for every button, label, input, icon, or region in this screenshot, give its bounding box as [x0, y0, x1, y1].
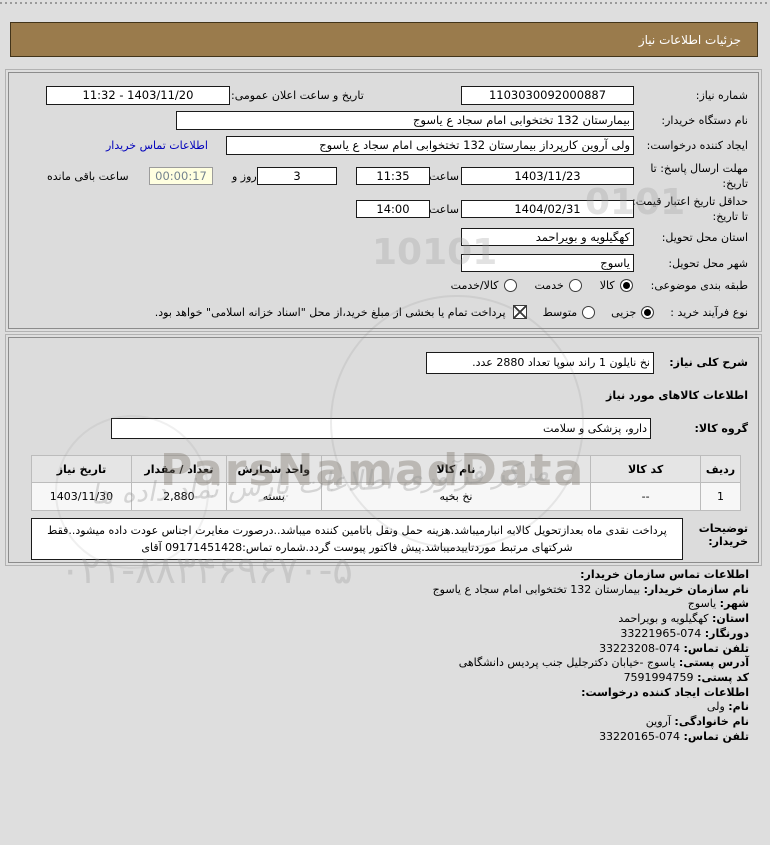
buyer-org-field[interactable]: بیمارستان 132 تختخوابی امام سجاد ع یاسوج	[176, 111, 634, 130]
process-type-label: نوع فرآیند خرید :	[670, 305, 748, 319]
contact-line-city: شهر: یاسوج	[687, 597, 749, 611]
subject-option-service: خدمت	[535, 279, 582, 292]
goods-radio[interactable]	[619, 279, 633, 292]
buyer-notes-box: پرداخت نقدی ماه بعدازتحویل کالابه انبارم…	[31, 518, 683, 560]
col-quantity: تعداد / مقدار	[130, 455, 227, 483]
need-info-section: شماره نیاز: 1103030092000887 تاریخ و ساع…	[5, 69, 762, 332]
subject-classification-label: طبقه بندی موضوعی:	[650, 279, 748, 292]
reply-deadline-days-field[interactable]: 3	[257, 167, 337, 185]
top-dotted-divider	[0, 2, 770, 4]
reply-deadline-hour-label: ساعت	[429, 170, 459, 183]
buyer-contact-link[interactable]: اطلاعات تماس خریدار	[106, 139, 208, 152]
buyer-org-label: نام دستگاه خریدار:	[661, 114, 748, 127]
request-creator-label: ایجاد کننده درخواست:	[646, 139, 748, 152]
cell-need-date: 1403/11/30	[31, 482, 132, 511]
subject-option-goods: کالا	[600, 279, 633, 292]
col-item-name: نام کالا	[320, 455, 592, 483]
reply-deadline-time-field[interactable]: 11:35	[356, 167, 430, 185]
need-number-label: شماره نیاز:	[695, 89, 748, 102]
items-section: شرح کلی نیاز: نخ نایلون 1 راند سوپا تعدا…	[5, 334, 762, 566]
contact-line-province: استان: کهگیلویه و بویراحمد	[618, 612, 749, 626]
col-need-date: تاریخ نیاز	[31, 455, 132, 483]
process-option-medium: متوسط	[543, 305, 596, 319]
announce-datetime-label: تاریخ و ساعت اعلان عمومی:	[231, 89, 364, 102]
reply-deadline-date-field[interactable]: 1403/11/23	[461, 167, 634, 185]
price-validity-label: حداقل تاریخ اعتبار قیمت: تا تاریخ:	[632, 195, 748, 223]
minor-radio[interactable]	[641, 305, 655, 319]
contact-line-fax: دورنگار: 33221965-074	[620, 626, 749, 640]
delivery-province-label: استان محل تحویل:	[661, 231, 748, 244]
delivery-province-field[interactable]: کهگیلویه و بویراحمد	[461, 228, 634, 246]
subject-option-goods-service: کالا/خدمت	[451, 279, 517, 292]
creator-info-heading: اطلاعات ایجاد کننده درخواست:	[581, 685, 749, 699]
contact-line-postal-code: کد پستی: 7591994759	[623, 670, 749, 684]
days-and-label: روز و	[232, 170, 257, 183]
col-item-code: کد کالا	[590, 455, 702, 483]
creator-line-last-name: نام خانوادگی: آروین	[645, 715, 749, 729]
buyer-notes-label: توضیحات خریدار:	[698, 522, 748, 548]
contact-line-org-name: نام سازمان خریدار: بیمارستان 132 تختخواب…	[432, 582, 749, 596]
delivery-city-label: شهر محل تحویل:	[668, 257, 748, 270]
hours-remaining-label: ساعت باقی مانده	[47, 170, 129, 183]
item-group-field[interactable]: دارو، پزشکی و سلامت	[111, 418, 651, 439]
table-row: 1 -- نخ بخیه بسته 2,880 1403/11/30	[31, 482, 741, 511]
cell-unit: بسته	[225, 482, 322, 511]
overall-desc-field[interactable]: نخ نایلون 1 راند سوپا تعداد 2880 عدد.	[426, 352, 654, 374]
need-number-field[interactable]: 1103030092000887	[461, 86, 634, 105]
announce-datetime-field[interactable]: 11:32 - 1403/11/20	[46, 86, 230, 105]
reply-deadline-label: مهلت ارسال پاسخ: تا تاریخ:	[650, 162, 748, 190]
treasury-checkbox-label: پرداخت تمام یا بخشی از مبلغ خرید،از محل …	[154, 305, 506, 319]
subject-classification-row: طبقه بندی موضوعی: کالا خدمت کالا/خدمت	[451, 279, 748, 292]
process-type-row: نوع فرآیند خرید : جزیی متوسط پرداخت تمام…	[155, 305, 748, 319]
countdown-timer: 00:00:17	[149, 167, 213, 185]
items-table-header-row: ردیف کد کالا نام کالا واحد شمارش تعداد /…	[31, 455, 741, 483]
cell-item-name: نخ بخیه	[320, 482, 592, 511]
medium-radio[interactable]	[582, 305, 596, 319]
contact-line-address: آدرس پستی: یاسوج -خیابان دکترجلیل جنب پر…	[458, 656, 749, 670]
contact-line-phone: تلفن تماس: 33223208-074	[599, 641, 749, 655]
price-validity-hour-label: ساعت	[429, 203, 459, 216]
treasury-payment-option: پرداخت تمام یا بخشی از مبلغ خرید،از محل …	[155, 305, 527, 319]
price-validity-time-field[interactable]: 14:00	[356, 200, 430, 218]
treasury-checkbox[interactable]	[512, 305, 527, 319]
request-creator-field[interactable]: ولی آروین کارپرداز بیمارستان 132 تختخواب…	[226, 136, 634, 155]
goods-service-radio[interactable]	[503, 279, 517, 292]
delivery-city-field[interactable]: یاسوج	[461, 254, 634, 272]
cell-quantity: 2,880	[130, 482, 227, 511]
items-table: ردیف کد کالا نام کالا واحد شمارش تعداد /…	[31, 455, 741, 511]
buyer-contact-block: اطلاعات تماس سازمان خریدار: نام سازمان خ…	[8, 568, 755, 744]
items-info-heading: اطلاعات کالاهای مورد نیاز	[606, 389, 748, 402]
item-group-label: گروه کالا:	[694, 422, 748, 435]
col-row-number: ردیف	[700, 455, 741, 483]
page-title: جزئیات اطلاعات نیاز	[10, 22, 758, 57]
process-option-minor: جزیی	[611, 305, 655, 319]
creator-line-first-name: نام: ولی	[706, 700, 749, 714]
cell-item-code: --	[590, 482, 702, 511]
col-unit: واحد شمارش	[225, 455, 322, 483]
price-validity-date-field[interactable]: 1404/02/31	[461, 200, 634, 218]
cell-row-number: 1	[700, 482, 741, 511]
service-radio[interactable]	[568, 279, 582, 292]
org-contact-heading: اطلاعات تماس سازمان خریدار:	[580, 568, 749, 581]
creator-line-phone: تلفن تماس: 33220165-074	[599, 729, 749, 743]
overall-desc-label: شرح کلی نیاز:	[669, 356, 748, 369]
